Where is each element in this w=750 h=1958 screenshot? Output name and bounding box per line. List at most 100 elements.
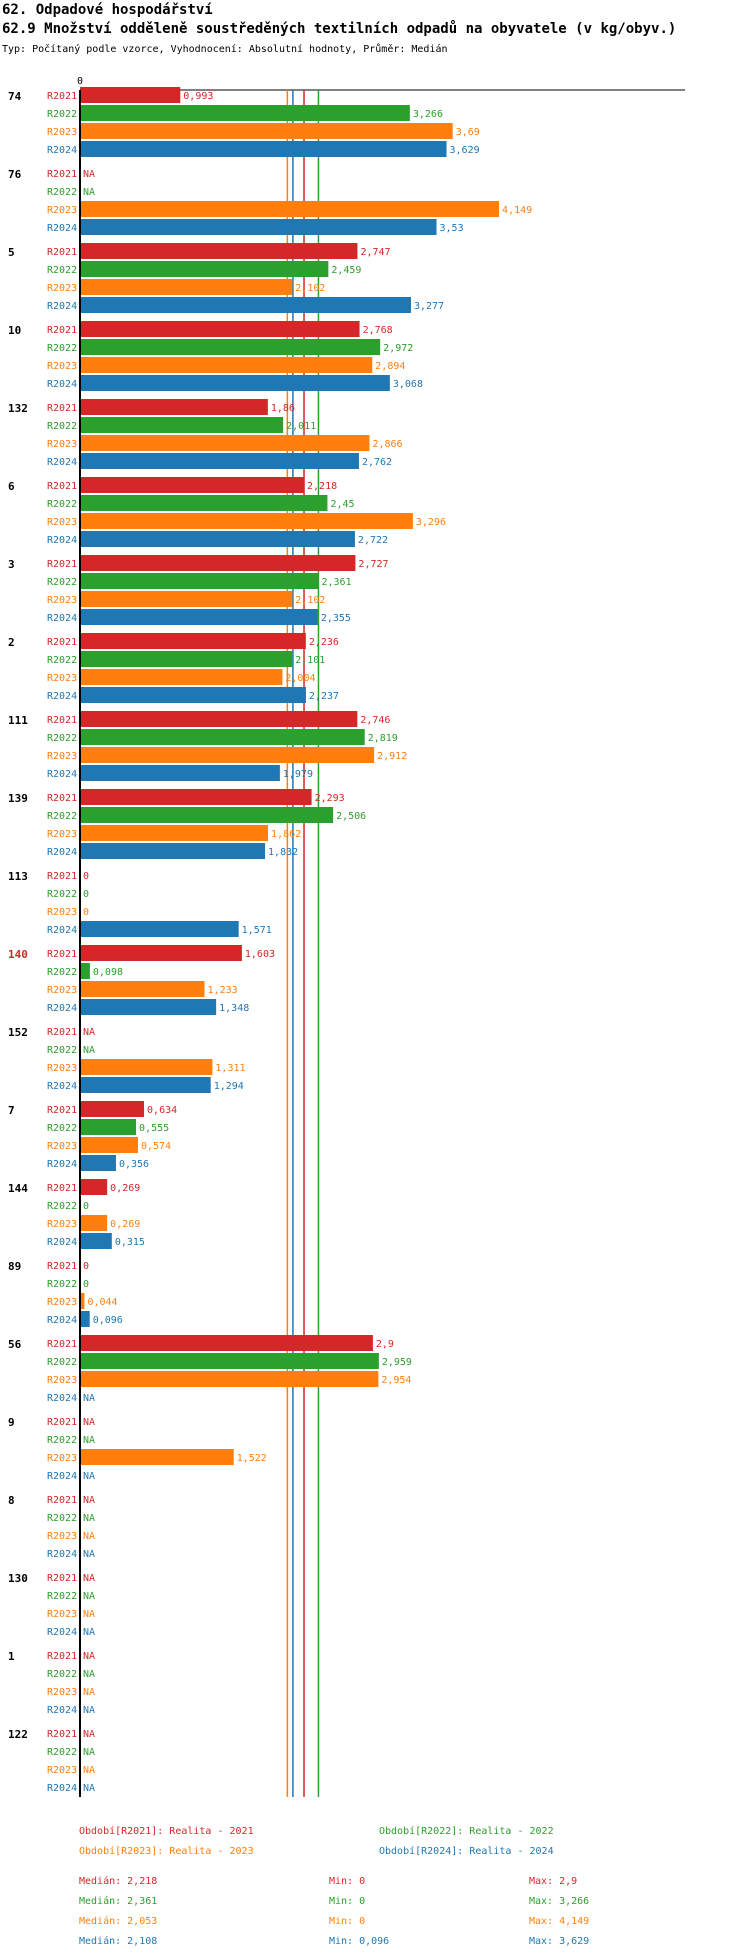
stat-median-r2023: Medián: 2,053 bbox=[79, 1916, 158, 1927]
bar bbox=[80, 219, 437, 235]
series-label: R2022 bbox=[47, 499, 77, 510]
group-label: 3 bbox=[8, 558, 15, 571]
group-label: 113 bbox=[8, 870, 28, 883]
value-label: 2,894 bbox=[375, 361, 405, 372]
series-label: R2022 bbox=[47, 109, 77, 120]
group-label: 130 bbox=[8, 1572, 28, 1585]
value-label: 2,768 bbox=[363, 325, 393, 336]
value-label: 1,522 bbox=[237, 1453, 267, 1464]
bar bbox=[80, 1155, 116, 1171]
value-label: 3,69 bbox=[456, 127, 480, 138]
bar bbox=[80, 807, 334, 823]
series-label: R2021 bbox=[47, 1573, 77, 1584]
group-label: 9 bbox=[8, 1416, 15, 1429]
value-label: 2,746 bbox=[360, 715, 390, 726]
group-label: 8 bbox=[8, 1494, 15, 1507]
bar bbox=[80, 105, 410, 121]
series-label: R2021 bbox=[47, 1651, 77, 1662]
series-label: R2023 bbox=[47, 1375, 77, 1386]
value-label: 1,571 bbox=[242, 925, 272, 936]
series-label: R2022 bbox=[47, 421, 77, 432]
series-label: R2023 bbox=[47, 907, 77, 918]
value-label: 2,218 bbox=[307, 481, 337, 492]
series-label: R2023 bbox=[47, 127, 77, 138]
series-label: R2024 bbox=[47, 1471, 77, 1482]
value-label: 0,096 bbox=[93, 1315, 123, 1326]
legend-r2024: Období[R2024]: Realita - 2024 bbox=[379, 1846, 554, 1857]
group-label: 7 bbox=[8, 1104, 15, 1117]
group-label: 111 bbox=[8, 714, 28, 727]
bar bbox=[80, 789, 312, 805]
group-label: 2 bbox=[8, 636, 15, 649]
group-label: 144 bbox=[8, 1182, 28, 1195]
bar bbox=[80, 201, 500, 217]
value-label: 3,629 bbox=[450, 145, 480, 156]
value-label: 0 bbox=[83, 1201, 89, 1212]
stat-min-r2021: Min: 0 bbox=[329, 1876, 366, 1887]
value-label: 0 bbox=[83, 889, 89, 900]
bar bbox=[80, 261, 329, 277]
series-label: R2021 bbox=[47, 169, 77, 180]
bar bbox=[80, 729, 365, 745]
series-label: R2024 bbox=[47, 1627, 77, 1638]
bar bbox=[80, 435, 370, 451]
series-label: R2022 bbox=[47, 1435, 77, 1446]
value-label: 0,269 bbox=[110, 1183, 140, 1194]
series-label: R2021 bbox=[47, 1105, 77, 1116]
value-label: 0,044 bbox=[87, 1297, 117, 1308]
bar bbox=[80, 1119, 137, 1135]
value-label: 1,832 bbox=[268, 847, 298, 858]
value-label: 2,355 bbox=[321, 613, 351, 624]
value-label: NA bbox=[83, 187, 95, 198]
group-label: 132 bbox=[8, 402, 28, 415]
series-label: R2023 bbox=[47, 439, 77, 450]
series-label: R2022 bbox=[47, 889, 77, 900]
group-label: 89 bbox=[8, 1260, 21, 1273]
series-label: R2023 bbox=[47, 1063, 77, 1074]
bar bbox=[80, 1371, 379, 1387]
series-label: R2024 bbox=[47, 379, 77, 390]
series-label: R2022 bbox=[47, 1747, 77, 1758]
stat-median-r2022: Medián: 2,361 bbox=[79, 1896, 158, 1907]
value-label: 2,722 bbox=[358, 535, 388, 546]
bar bbox=[80, 1077, 211, 1093]
bar bbox=[80, 477, 305, 493]
series-label: R2022 bbox=[47, 1279, 77, 1290]
bar bbox=[80, 357, 373, 373]
bar bbox=[80, 765, 280, 781]
bar bbox=[80, 87, 181, 103]
series-label: R2022 bbox=[47, 1045, 77, 1056]
bar bbox=[80, 825, 269, 841]
series-label: R2021 bbox=[47, 1729, 77, 1740]
series-label: R2023 bbox=[47, 673, 77, 684]
page-title: 62. Odpadové hospodářství bbox=[2, 2, 213, 18]
series-label: R2021 bbox=[47, 403, 77, 414]
value-label: NA bbox=[83, 1687, 95, 1698]
bar bbox=[80, 321, 360, 337]
bar bbox=[80, 945, 242, 961]
value-label: 2,747 bbox=[360, 247, 390, 258]
value-label: 0 bbox=[83, 1261, 89, 1272]
value-label: 1,979 bbox=[283, 769, 313, 780]
series-label: R2021 bbox=[47, 325, 77, 336]
bar bbox=[80, 1449, 234, 1465]
value-label: NA bbox=[83, 1495, 95, 1506]
value-label: NA bbox=[83, 1045, 95, 1056]
series-label: R2021 bbox=[47, 481, 77, 492]
bar bbox=[80, 747, 375, 763]
value-label: 1,233 bbox=[208, 985, 238, 996]
series-label: R2022 bbox=[47, 967, 77, 978]
series-label: R2021 bbox=[47, 559, 77, 570]
group-label: 1 bbox=[8, 1650, 15, 1663]
bar bbox=[80, 981, 205, 997]
series-label: R2023 bbox=[47, 595, 77, 606]
value-label: 1,862 bbox=[271, 829, 301, 840]
bar bbox=[80, 651, 293, 667]
value-label: NA bbox=[83, 1729, 95, 1740]
value-label: 2,972 bbox=[383, 343, 413, 354]
series-label: R2022 bbox=[47, 1123, 77, 1134]
stat-max-r2021: Max: 2,9 bbox=[529, 1876, 578, 1887]
series-label: R2022 bbox=[47, 1669, 77, 1680]
series-label: R2022 bbox=[47, 265, 77, 276]
value-label: NA bbox=[83, 1669, 95, 1680]
